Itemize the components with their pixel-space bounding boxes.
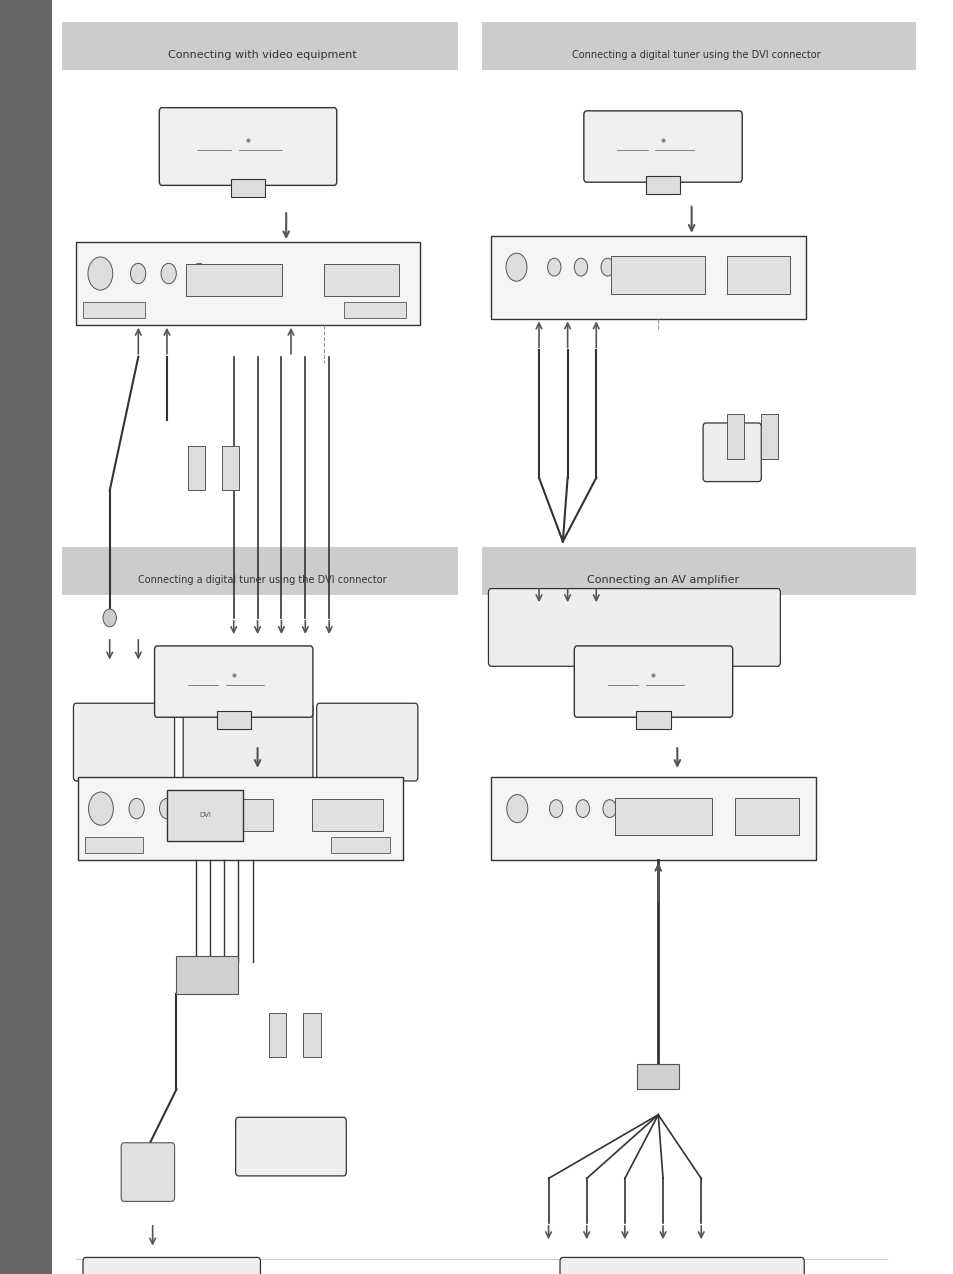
Text: DVI: DVI [199,813,211,818]
Circle shape [161,264,176,284]
Bar [636,711,670,729]
Bar [331,837,389,854]
Bar [85,837,143,854]
Bar [491,236,805,318]
Circle shape [547,259,560,276]
Bar [182,800,273,831]
FancyBboxPatch shape [121,1143,174,1201]
Circle shape [574,259,587,276]
FancyBboxPatch shape [488,589,780,666]
Bar [78,777,402,860]
Bar [726,414,743,459]
FancyBboxPatch shape [154,646,313,717]
Circle shape [89,792,113,826]
Circle shape [103,609,116,627]
Circle shape [190,799,205,819]
Bar [344,302,406,318]
Text: Connecting a digital tuner using the DVI connector: Connecting a digital tuner using the DVI… [138,575,386,585]
Bar [726,256,789,294]
Bar [188,446,205,490]
Bar [637,1064,679,1089]
Bar [481,22,915,70]
FancyBboxPatch shape [183,703,313,781]
Bar [62,22,457,70]
FancyBboxPatch shape [574,646,732,717]
Circle shape [602,800,616,818]
Bar [222,446,239,490]
Circle shape [549,800,562,818]
Circle shape [600,259,614,276]
Bar [760,414,778,459]
Bar [734,798,799,836]
Bar [176,956,238,994]
Circle shape [131,264,146,284]
Bar [269,1013,286,1057]
Circle shape [505,254,526,282]
Bar [83,302,145,318]
Bar [0,0,52,1274]
Circle shape [576,800,589,818]
Circle shape [159,799,174,819]
Text: Connecting a digital tuner using the DVI connector: Connecting a digital tuner using the DVI… [572,50,820,60]
Bar [76,242,419,325]
Bar [216,711,251,729]
FancyBboxPatch shape [73,703,174,781]
Bar [481,547,915,595]
Bar [186,265,282,296]
Text: Connecting with video equipment: Connecting with video equipment [168,50,356,60]
Bar [312,800,383,831]
Circle shape [192,264,207,284]
Bar [231,178,265,196]
FancyBboxPatch shape [235,1117,346,1176]
Bar [491,777,815,860]
FancyBboxPatch shape [159,108,336,186]
FancyBboxPatch shape [702,423,760,482]
FancyBboxPatch shape [559,1257,803,1274]
Bar [62,547,457,595]
Bar [610,256,704,294]
Circle shape [506,795,527,823]
Circle shape [129,799,144,819]
Bar [303,1013,320,1057]
FancyBboxPatch shape [316,703,417,781]
FancyBboxPatch shape [583,111,741,182]
Text: Connecting an AV amplifier: Connecting an AV amplifier [586,575,739,585]
FancyBboxPatch shape [83,1257,260,1274]
Bar [167,790,243,841]
Bar [614,798,711,836]
Bar [323,265,398,296]
Bar [645,176,679,194]
Circle shape [88,257,112,290]
